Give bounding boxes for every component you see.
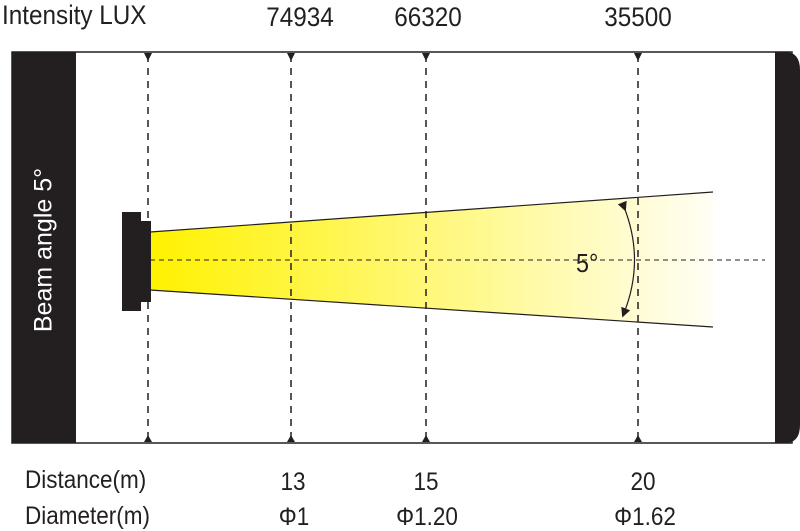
beam-edge-bottom bbox=[149, 289, 714, 328]
beam-angle-label: Beam angle 5° bbox=[29, 167, 58, 333]
right-bar bbox=[775, 52, 800, 443]
angle-annotation: 5° bbox=[576, 248, 599, 278]
diameter-20m: Φ1.62 bbox=[614, 503, 676, 531]
distance-label: Distance(m) bbox=[25, 466, 147, 494]
fixture-icon bbox=[122, 212, 151, 311]
distance-15: 15 bbox=[413, 468, 439, 496]
distance-13: 13 bbox=[280, 468, 306, 496]
intensity-20m: 35500 bbox=[604, 2, 672, 32]
distance-20: 20 bbox=[630, 468, 656, 496]
intensity-15m: 66320 bbox=[394, 2, 462, 32]
diameter-label: Diameter(m) bbox=[25, 502, 151, 530]
diameter-13m: Φ1 bbox=[278, 503, 310, 531]
beam-edge-top bbox=[149, 191, 714, 233]
intensity-label: Intensity LUX bbox=[2, 0, 147, 30]
angle-arc-arrow bbox=[617, 200, 636, 318]
intensity-13m: 74934 bbox=[266, 2, 334, 32]
diameter-15m: Φ1.20 bbox=[396, 503, 458, 531]
left-bar bbox=[12, 52, 76, 443]
